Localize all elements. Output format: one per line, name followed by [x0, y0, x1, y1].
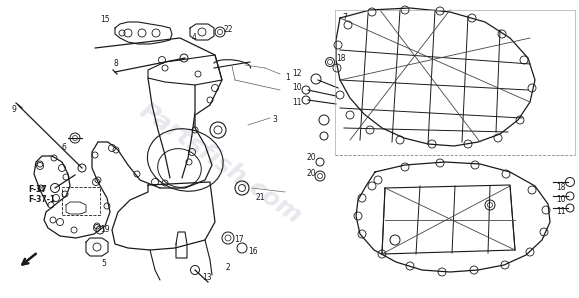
Text: 16: 16	[248, 248, 258, 257]
Text: 19: 19	[100, 226, 110, 235]
Text: Partsfish.com: Partsfish.com	[134, 99, 306, 229]
Text: 2: 2	[225, 263, 230, 272]
Text: 13: 13	[202, 274, 212, 283]
Text: 4: 4	[191, 33, 196, 43]
Text: 8: 8	[113, 60, 118, 69]
Text: 10: 10	[292, 83, 302, 92]
Text: 7: 7	[342, 13, 347, 23]
Text: 14: 14	[35, 185, 45, 195]
Text: 11: 11	[556, 207, 566, 217]
Text: 22: 22	[224, 26, 233, 35]
Text: 3: 3	[272, 116, 277, 125]
Text: 18: 18	[336, 54, 346, 63]
Text: 21: 21	[255, 193, 265, 203]
Bar	[62, 187, 100, 215]
Text: 9: 9	[12, 105, 17, 114]
Text: F-37-1: F-37-1	[28, 195, 55, 204]
Text: 18: 18	[556, 184, 566, 193]
Text: 1: 1	[285, 74, 290, 83]
Text: 10: 10	[556, 195, 566, 204]
Text: 5: 5	[101, 260, 106, 268]
Text: 15: 15	[100, 15, 110, 24]
Text: F-37: F-37	[28, 185, 47, 195]
Text: 6: 6	[61, 144, 66, 153]
Text: 20: 20	[306, 170, 316, 179]
Text: 20: 20	[306, 153, 316, 162]
Text: 11: 11	[292, 97, 302, 106]
Text: 17: 17	[234, 235, 244, 244]
Text: 12: 12	[292, 69, 302, 78]
